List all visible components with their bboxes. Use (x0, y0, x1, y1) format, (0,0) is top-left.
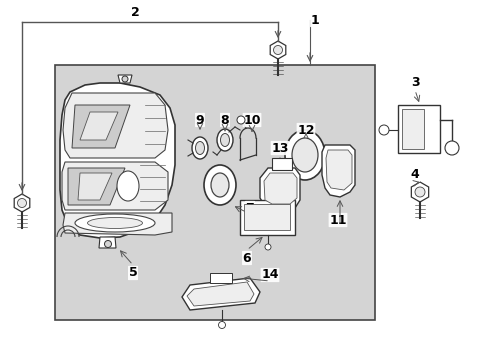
Circle shape (378, 125, 388, 135)
Text: 4: 4 (410, 168, 419, 181)
Text: 1: 1 (310, 13, 319, 27)
Text: 13: 13 (271, 141, 288, 154)
Polygon shape (78, 173, 112, 200)
Bar (240, 200, 294, 235)
Polygon shape (63, 93, 168, 158)
Polygon shape (68, 168, 125, 205)
Polygon shape (63, 213, 172, 235)
Polygon shape (118, 75, 132, 83)
Polygon shape (62, 162, 168, 210)
Ellipse shape (220, 134, 229, 147)
Text: 8: 8 (220, 113, 229, 126)
Ellipse shape (87, 217, 142, 229)
Text: 12: 12 (297, 123, 314, 136)
Circle shape (218, 321, 225, 328)
Text: 11: 11 (328, 213, 346, 226)
Polygon shape (264, 173, 296, 204)
Ellipse shape (192, 137, 207, 159)
Polygon shape (260, 168, 299, 210)
Ellipse shape (291, 138, 317, 172)
Circle shape (444, 141, 458, 155)
Bar (55, 65, 374, 320)
Text: 9: 9 (195, 113, 204, 126)
Ellipse shape (117, 171, 139, 201)
Bar (397, 105, 439, 153)
Text: 6: 6 (242, 252, 251, 265)
Polygon shape (186, 282, 253, 306)
Polygon shape (325, 150, 351, 190)
Bar (244, 204, 289, 230)
Bar (271, 158, 291, 170)
Circle shape (104, 240, 111, 248)
Polygon shape (72, 105, 130, 148)
Text: 14: 14 (261, 269, 278, 282)
Ellipse shape (195, 141, 204, 154)
Circle shape (237, 116, 244, 124)
Text: 3: 3 (410, 76, 418, 89)
Circle shape (273, 45, 282, 54)
Polygon shape (60, 83, 175, 238)
Ellipse shape (75, 214, 155, 232)
Text: 2: 2 (130, 5, 139, 18)
Circle shape (264, 244, 270, 250)
Ellipse shape (210, 173, 228, 197)
Bar (209, 273, 231, 283)
Polygon shape (80, 112, 118, 140)
Ellipse shape (285, 130, 325, 180)
Circle shape (122, 76, 128, 82)
Ellipse shape (217, 129, 232, 151)
Text: 7: 7 (245, 202, 254, 215)
Circle shape (414, 187, 424, 197)
Polygon shape (182, 278, 260, 310)
Polygon shape (99, 237, 116, 248)
Text: 10: 10 (243, 113, 260, 126)
Text: 5: 5 (128, 266, 137, 279)
Polygon shape (321, 145, 354, 197)
Circle shape (18, 198, 26, 207)
Ellipse shape (203, 165, 236, 205)
Bar (401, 109, 423, 149)
